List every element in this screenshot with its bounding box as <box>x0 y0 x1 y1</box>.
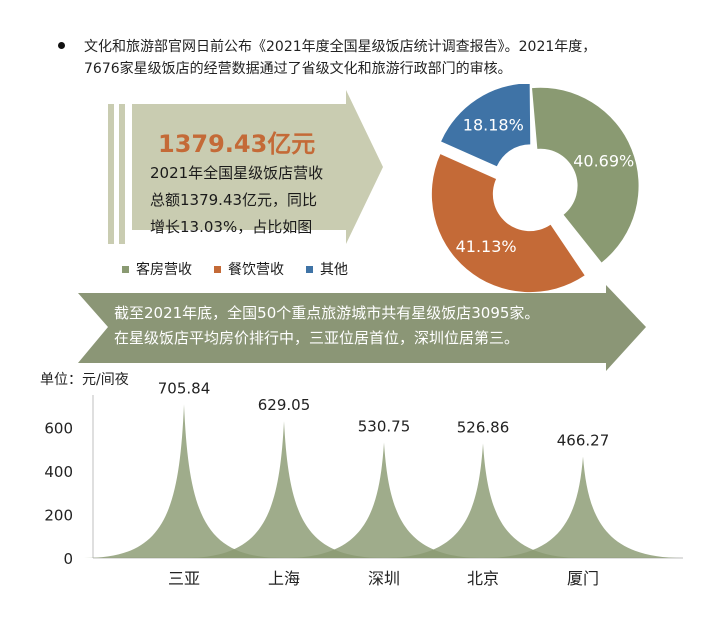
middle-banner-line-2: 在星级饭店平均房价排行中，三亚位居首位，深圳位居第三。 <box>114 329 520 347</box>
x-category-label-2: 深圳 <box>368 569 400 588</box>
intro-text-line-1: 文化和旅游部官网日前公布《2021年度全国星级饭店统计调查报告》。2021年度， <box>84 39 597 55</box>
revenue-headline: 1379.43亿元 <box>158 130 316 158</box>
middle-banner-line-1: 截至2021年底，全国50个重点旅游城市共有星级饭店3095家。 <box>114 304 540 322</box>
y-axis-label: 单位：元/间夜 <box>40 372 129 388</box>
intro-text-line-2: 7676家星级饭店的经营数据通过了省级文化和旅游行政部门的审核。 <box>84 61 512 77</box>
peak-1 <box>184 421 384 558</box>
peak-3 <box>383 443 583 558</box>
legend-swatch-dining <box>214 265 221 273</box>
legend-swatch-other <box>306 265 313 273</box>
pie-value-label-other: 18.18% <box>463 115 524 134</box>
legend-item-other: 其他 <box>306 259 348 279</box>
x-category-label-4: 厦门 <box>567 569 599 588</box>
pie-value-label-rooms: 40.69% <box>573 152 634 171</box>
y-tick-label-1: 200 <box>44 507 73 525</box>
revenue-share-donut-chart: 40.69% 41.13% 18.18% <box>431 84 639 293</box>
summary-arrow-shape <box>108 90 383 244</box>
pie-slice-other <box>441 84 531 167</box>
middle-banner-arrow-shape <box>78 285 646 371</box>
legend-label-rooms: 客房营收 <box>136 262 192 278</box>
peak-value-label-1: 629.05 <box>258 396 311 414</box>
y-tick-label-2: 400 <box>44 463 73 481</box>
peak-4 <box>483 456 683 558</box>
peak-value-label-0: 705.84 <box>158 379 211 397</box>
x-category-label-0: 三亚 <box>168 569 200 588</box>
pie-slice-rooms <box>532 87 639 263</box>
legend-item-rooms: 客房营收 <box>122 259 192 279</box>
pie-legend: 客房营收 餐饮营收 其他 <box>122 259 348 279</box>
pie-value-label-dining: 41.13% <box>456 237 517 256</box>
x-category-label-3: 北京 <box>467 569 499 588</box>
peak-2 <box>284 442 484 558</box>
legend-swatch-rooms <box>122 265 129 273</box>
summary-line-2: 总额1379.43亿元，同比 <box>150 191 318 209</box>
y-tick-label-3: 600 <box>44 420 73 438</box>
legend-label-dining: 餐饮营收 <box>228 262 284 278</box>
legend-item-dining: 餐饮营收 <box>214 259 284 279</box>
summary-line-1: 2021年全国星级饭店营收 <box>150 164 324 182</box>
summary-line-3: 增长13.03%，占比如图 <box>150 218 313 236</box>
bullet-icon <box>58 42 65 49</box>
pie-slice-dining <box>431 154 585 293</box>
peak-value-label-4: 466.27 <box>557 432 610 450</box>
peak-value-label-3: 526.86 <box>457 418 510 436</box>
peak-0 <box>84 404 284 558</box>
y-tick-label-0: 0 <box>63 550 73 568</box>
peak-value-label-2: 530.75 <box>358 418 411 436</box>
x-category-label-1: 上海 <box>268 569 300 588</box>
legend-label-other: 其他 <box>320 262 348 278</box>
